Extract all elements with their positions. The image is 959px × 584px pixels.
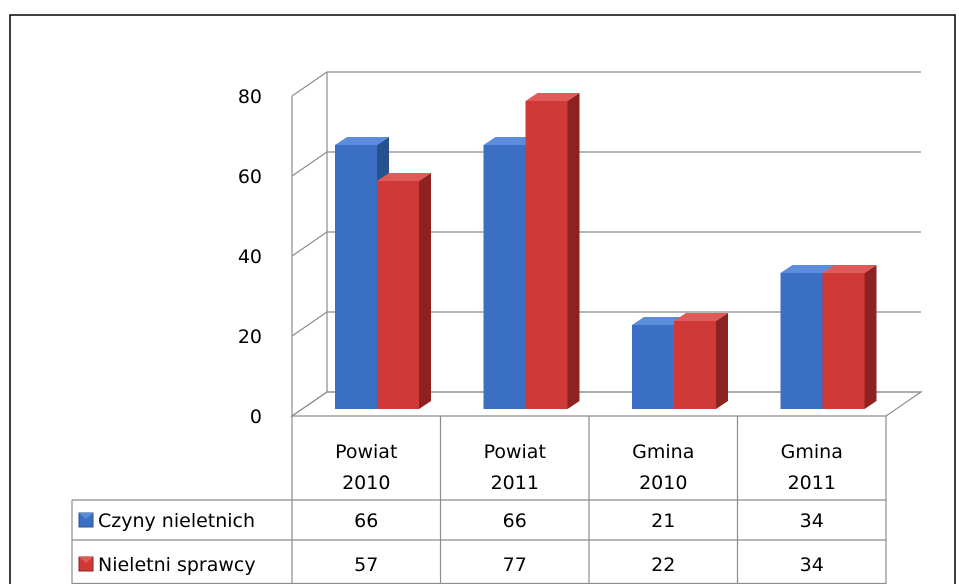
bar-side [567, 93, 580, 409]
chart-frame [9, 14, 956, 584]
bar-side [716, 313, 728, 409]
bar-front [335, 145, 377, 409]
data-label: 66 [503, 510, 527, 532]
data-label: 34 [800, 554, 824, 576]
data-label: 22 [651, 554, 675, 576]
bar-top [377, 173, 431, 181]
bar [377, 173, 431, 409]
category-label: Powiat [335, 441, 397, 463]
bar [822, 265, 877, 409]
y-tick-label: 80 [238, 86, 262, 108]
data-label: 57 [354, 554, 378, 576]
y-tick-label: 0 [250, 406, 262, 428]
bar-top [822, 265, 877, 273]
legend-key [78, 512, 94, 528]
series-name: Czyny nieletnich [98, 510, 255, 532]
bar-front [674, 321, 716, 409]
category-label: 2010 [639, 472, 687, 494]
bar [674, 313, 728, 409]
category-label: Powiat [484, 441, 546, 463]
category-label: 2011 [491, 472, 539, 494]
bar-front [822, 273, 865, 409]
bar-front [780, 273, 823, 409]
bar-front [632, 325, 674, 409]
y-tick-label: 40 [238, 246, 262, 268]
series-name: Nieletni sprawcy [98, 554, 256, 576]
bar-top [632, 317, 686, 325]
bar-top [483, 137, 538, 145]
bar-top [525, 93, 580, 101]
bar [525, 93, 580, 409]
legend-key [78, 556, 94, 572]
bar-top [674, 313, 728, 321]
bar-side [419, 173, 431, 409]
category-label: 2010 [342, 472, 390, 494]
floor [290, 391, 923, 417]
category-label: Gmina [632, 441, 694, 463]
category-label: Gmina [781, 441, 843, 463]
bar-top [780, 265, 835, 273]
gridline [291, 71, 921, 97]
data-label: 77 [503, 554, 527, 576]
bar-side [864, 265, 877, 409]
bar-front [525, 101, 568, 409]
y-tick-label: 20 [238, 326, 262, 348]
bar-front [483, 145, 526, 409]
legend-swatch-top [79, 513, 93, 519]
legend-swatch-top [79, 557, 93, 563]
data-label: 34 [800, 510, 824, 532]
data-label: 66 [354, 510, 378, 532]
category-label: 2011 [788, 472, 836, 494]
bar-front [377, 181, 419, 409]
bar-top [335, 137, 389, 145]
bar [632, 317, 686, 409]
data-label: 21 [651, 510, 675, 532]
y-tick-label: 60 [238, 166, 262, 188]
